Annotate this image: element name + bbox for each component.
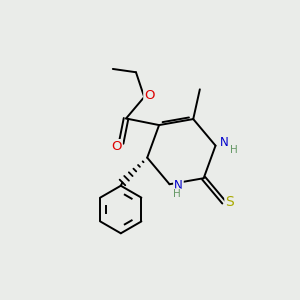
Text: S: S [225,195,234,209]
Text: O: O [111,140,122,153]
Text: N: N [174,179,183,192]
Text: H: H [173,189,181,199]
Text: H: H [230,145,238,154]
Text: N: N [220,136,229,149]
Text: O: O [144,89,155,102]
